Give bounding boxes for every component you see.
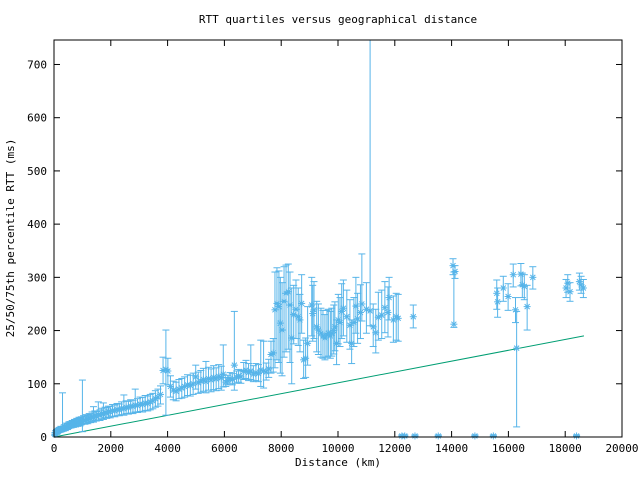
y-axis-label: 25/50/75th percentile RTT (ms) xyxy=(4,139,17,338)
x-axis-label: Distance (km) xyxy=(295,456,381,469)
data-point xyxy=(296,293,304,353)
data-point xyxy=(562,278,570,299)
data-point xyxy=(358,253,366,322)
x-tick-label: 20000 xyxy=(605,442,638,455)
y-tick-label: 400 xyxy=(27,218,47,231)
data-point xyxy=(314,303,322,356)
x-tick-label: 4000 xyxy=(154,442,181,455)
y-tick-label: 500 xyxy=(27,165,47,178)
axis-tick-labels: 0 2000 4000 6000 8000 10000 12000 14000 16000 180… xyxy=(27,58,638,455)
data-point xyxy=(434,432,442,440)
data-point xyxy=(202,360,210,394)
data-point xyxy=(489,432,497,440)
data-point xyxy=(286,271,294,363)
x-tick-label: 10000 xyxy=(321,442,354,455)
y-tick-label: 600 xyxy=(27,112,47,125)
data-point xyxy=(374,291,382,341)
data-point xyxy=(504,283,512,311)
data-point xyxy=(343,289,351,343)
data-point xyxy=(197,369,205,393)
x-tick-label: 2000 xyxy=(98,442,125,455)
data-point xyxy=(471,432,479,440)
x-tick-label: 14000 xyxy=(435,442,468,455)
data-point xyxy=(499,275,507,302)
data-point xyxy=(378,289,386,340)
data-point xyxy=(579,278,587,299)
data-point xyxy=(157,385,164,405)
data-point xyxy=(513,310,521,428)
x-tick-label: 16000 xyxy=(492,442,525,455)
data-point xyxy=(269,338,277,373)
data-point xyxy=(520,274,528,301)
data-point xyxy=(509,263,517,288)
data-point xyxy=(166,375,174,398)
y-tick-label: 200 xyxy=(27,325,47,338)
axis-ticks xyxy=(53,40,623,438)
data-point xyxy=(450,271,458,328)
data-point xyxy=(384,286,392,338)
y-tick-label: 300 xyxy=(27,271,47,284)
data-point xyxy=(339,279,347,337)
data-points-layer xyxy=(51,40,587,440)
data-point xyxy=(493,279,501,310)
y-tick-label: 100 xyxy=(27,378,47,391)
data-point xyxy=(523,284,531,331)
data-point xyxy=(109,404,117,417)
data-point xyxy=(366,40,374,327)
data-point xyxy=(573,432,581,440)
data-point xyxy=(411,432,419,440)
data-point xyxy=(257,339,265,387)
data-point xyxy=(401,432,409,440)
data-point xyxy=(292,279,300,340)
data-point xyxy=(394,293,402,342)
x-tick-label: 0 xyxy=(51,442,58,455)
x-tick-label: 12000 xyxy=(378,442,411,455)
y-tick-label: 700 xyxy=(27,58,47,71)
x-tick-label: 8000 xyxy=(268,442,295,455)
data-point xyxy=(381,281,389,334)
chart-title: RTT quartiles versus geographical distan… xyxy=(199,13,477,26)
x-tick-label: 6000 xyxy=(211,442,238,455)
data-point xyxy=(494,287,502,318)
data-point xyxy=(334,293,342,345)
reference-line xyxy=(53,335,585,438)
data-point xyxy=(529,266,537,290)
x-tick-label: 18000 xyxy=(549,442,582,455)
data-point xyxy=(298,274,306,334)
data-point xyxy=(372,308,380,354)
data-point xyxy=(409,304,417,329)
data-point xyxy=(164,357,172,386)
data-point xyxy=(566,282,574,302)
y-tick-label: 0 xyxy=(40,431,47,444)
